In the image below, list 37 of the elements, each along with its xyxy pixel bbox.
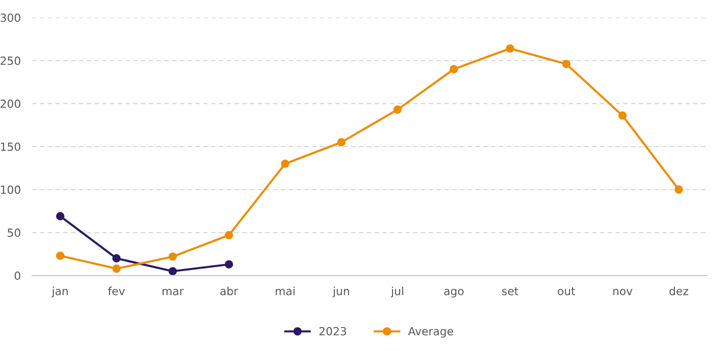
- y-tick-label: 150: [1, 142, 20, 151]
- y-tick-label: 300: [0, 14, 20, 22]
- x-tick-label: mai: [276, 286, 294, 296]
- point: [224, 230, 234, 240]
- point: [56, 212, 64, 220]
- legend-label: 2023: [319, 327, 346, 336]
- point: [562, 60, 570, 68]
- point: [393, 105, 402, 114]
- x-tick-label: abr: [220, 286, 238, 296]
- point: [280, 160, 290, 168]
- point: [224, 260, 234, 269]
- point: [506, 44, 514, 53]
- y-tick-label: 250: [0, 56, 20, 65]
- point: [56, 252, 64, 260]
- y-tick-label: 50: [8, 228, 20, 237]
- x-tick-label: fev: [108, 286, 125, 296]
- x-tick-label: ago: [444, 288, 464, 298]
- y-tick-label: 100: [1, 186, 20, 194]
- x-tick-label: dez: [670, 286, 688, 296]
- x-tick-label: out: [558, 287, 576, 296]
- y-tick-label: 0: [14, 272, 20, 280]
- point: [618, 111, 627, 120]
- point: [674, 185, 683, 194]
- point: [337, 138, 346, 146]
- x-tick-label: nov: [613, 288, 632, 296]
- x-tick-label: jun: [332, 286, 350, 298]
- y-tick-label: 200: [0, 100, 20, 108]
- point: [112, 254, 121, 263]
- point: [168, 267, 177, 276]
- x-tick-label: jan: [52, 286, 68, 298]
- x-tick-label: set: [502, 287, 518, 296]
- point: [450, 64, 458, 74]
- point: [112, 264, 121, 273]
- legend-label: Average: [408, 327, 454, 338]
- point: [168, 252, 177, 261]
- x-tick-label: jul: [390, 286, 404, 298]
- x-tick-label: mar: [162, 288, 184, 296]
